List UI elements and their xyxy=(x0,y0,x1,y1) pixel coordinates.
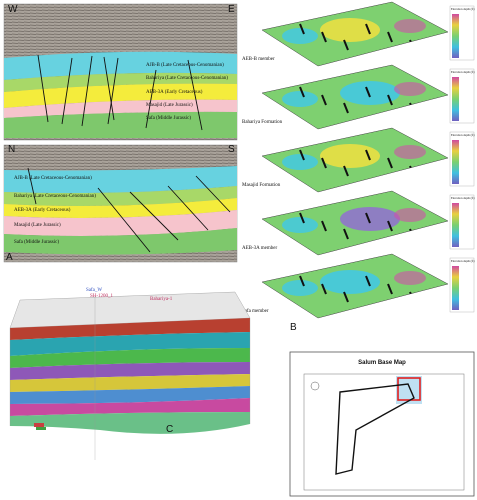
panel-b: AEB-B member Elevation depth (ft) Bahariya… xyxy=(242,1,475,319)
contour-blob xyxy=(282,91,318,107)
surface-contours xyxy=(282,270,426,303)
fault xyxy=(343,228,349,240)
surface-label: AEB-B member xyxy=(242,57,275,62)
surface-contours xyxy=(282,18,426,51)
layer-label: AEB-3A (Early Cretaceous) xyxy=(14,208,71,213)
colorbar xyxy=(452,140,459,184)
panel-label: A xyxy=(6,252,13,263)
layer-label: AEB-3A (Early Cretaceous) xyxy=(146,90,203,95)
legend-title: Elevation depth (ft) xyxy=(451,196,475,200)
fault xyxy=(343,39,349,51)
surface-label: Bahariya Formation xyxy=(242,120,283,125)
legend-title: Elevation depth (ft) xyxy=(451,259,475,263)
fault xyxy=(299,23,305,35)
layer-label: Bahariya (Late Cretaceous-Cenomanian) xyxy=(14,194,96,199)
layer-label: AJB-B (Late Cretaceous-Cenomanian) xyxy=(14,176,92,181)
surface-contours xyxy=(282,81,426,114)
well-label: Safa_W xyxy=(86,288,102,293)
fault xyxy=(365,275,371,287)
fault xyxy=(343,102,349,114)
fault xyxy=(321,283,327,295)
contour-blob xyxy=(394,82,426,96)
colorbar xyxy=(452,266,459,310)
contour-blob xyxy=(282,154,318,170)
colorbar xyxy=(452,14,459,58)
section-top xyxy=(3,3,238,141)
layer-label: Masajid (Late Jurassic) xyxy=(146,103,193,108)
surface-label: Masajid Formation xyxy=(242,183,281,188)
section-bottom xyxy=(3,144,238,263)
fault xyxy=(299,212,305,224)
fault xyxy=(299,86,305,98)
surface-contours xyxy=(282,207,426,240)
fault xyxy=(387,220,393,232)
layer-label: Safa (Middle Jurassic) xyxy=(146,116,191,121)
contour-blob xyxy=(340,207,400,231)
panel-c xyxy=(9,291,251,460)
colorbar xyxy=(452,77,459,121)
well-label: Bahariya-1 xyxy=(150,297,173,302)
contour-blob xyxy=(282,217,318,233)
fault xyxy=(387,31,393,43)
fault xyxy=(387,94,393,106)
fault xyxy=(365,149,371,161)
section-left: N xyxy=(8,144,15,155)
fault xyxy=(387,157,393,169)
layer-label: Masajid (Late Jurassic) xyxy=(14,223,61,228)
layer-label: AJB-B (Late Cretaceous-Cenomanian) xyxy=(146,63,224,68)
section-right: S xyxy=(228,144,235,155)
section-right: E xyxy=(228,4,235,15)
fault xyxy=(365,212,371,224)
well-label: SH-1200_1 xyxy=(90,294,114,299)
panel-label: B xyxy=(290,322,297,333)
fault xyxy=(343,165,349,177)
legend-title: Elevation depth (ft) xyxy=(451,7,475,11)
fault xyxy=(321,157,327,169)
contour-blob xyxy=(340,81,400,105)
contour-blob xyxy=(320,18,380,42)
surface-label: AEB-3A member xyxy=(242,246,277,251)
base-map xyxy=(289,351,475,497)
surface-contours xyxy=(282,144,426,177)
contour-blob xyxy=(394,208,426,222)
layer-label: Bahariya (Late Cretaceous-Cenomanian) xyxy=(146,76,228,81)
contour-blob xyxy=(320,144,380,168)
panel-label: C xyxy=(166,424,173,435)
fault xyxy=(321,94,327,106)
fault xyxy=(321,31,327,43)
contour-blob xyxy=(394,145,426,159)
legend-title: Elevation depth (ft) xyxy=(451,70,475,74)
section-left: W xyxy=(8,4,18,15)
colorbar xyxy=(452,203,459,247)
layer-label: Safa (Middle Jurassic) xyxy=(14,240,59,245)
fault xyxy=(387,283,393,295)
fault xyxy=(343,291,349,303)
contour-blob xyxy=(320,270,380,294)
contour-blob xyxy=(282,28,318,44)
contour-blob xyxy=(282,280,318,296)
fault xyxy=(365,23,371,35)
fault xyxy=(299,149,305,161)
fault xyxy=(299,275,305,287)
contour-blob xyxy=(394,19,426,33)
fault xyxy=(321,220,327,232)
legend-title: Elevation depth (ft) xyxy=(451,133,475,137)
map-title: Salum Base Map xyxy=(358,360,406,366)
contour-blob xyxy=(394,271,426,285)
fault xyxy=(365,86,371,98)
surface-label: Safa member xyxy=(242,309,269,314)
